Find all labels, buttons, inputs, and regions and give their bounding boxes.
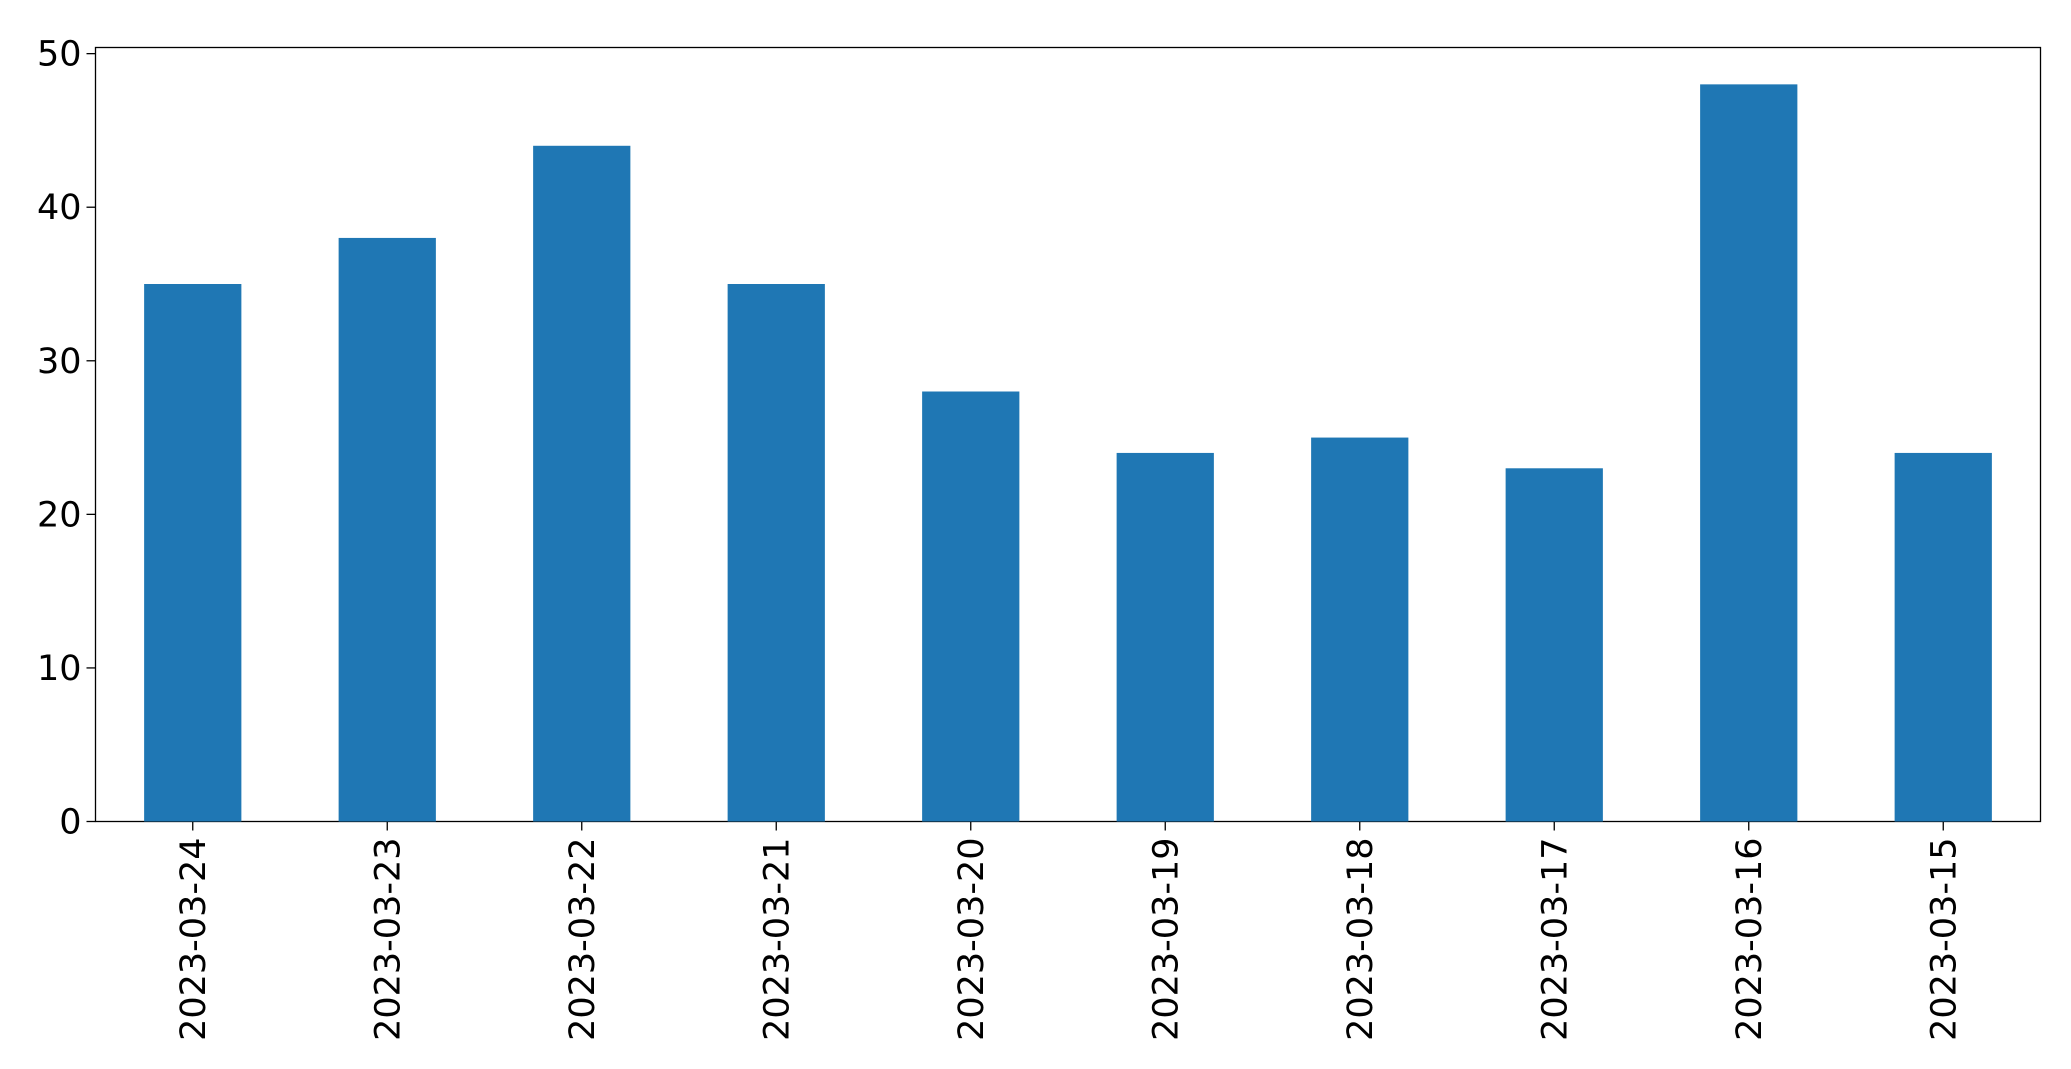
bar <box>338 237 436 822</box>
x-tick-label: 2023-03-21 <box>757 838 797 1041</box>
x-tick-label: 2023-03-22 <box>563 838 603 1041</box>
y-tick-label: 0 <box>59 803 81 843</box>
bar <box>1894 452 1992 822</box>
x-tick-label: 2023-03-19 <box>1146 838 1186 1041</box>
plot-frame <box>94 46 2042 823</box>
x-tick-label: 2023-03-24 <box>174 838 214 1041</box>
x-tick-label: 2023-03-18 <box>1341 838 1381 1041</box>
y-tick-label: 10 <box>37 649 82 689</box>
bar <box>144 284 242 822</box>
bar <box>1505 468 1603 822</box>
bar <box>727 284 825 822</box>
bar <box>1311 437 1409 822</box>
y-tick-label: 30 <box>37 342 82 382</box>
x-tick-label: 2023-03-16 <box>1730 838 1770 1041</box>
x-tick-label: 2023-03-23 <box>368 838 408 1041</box>
x-tick-label: 2023-03-15 <box>1924 838 1964 1041</box>
bar <box>922 391 1020 822</box>
y-tick-label: 20 <box>37 495 82 535</box>
bar <box>1116 452 1214 822</box>
x-tick-label: 2023-03-17 <box>1535 838 1575 1041</box>
x-tick-label: 2023-03-20 <box>952 838 992 1041</box>
y-tick-label: 40 <box>37 188 82 228</box>
bar <box>1700 84 1798 822</box>
y-tick-label: 50 <box>37 35 82 75</box>
bar <box>533 145 631 822</box>
